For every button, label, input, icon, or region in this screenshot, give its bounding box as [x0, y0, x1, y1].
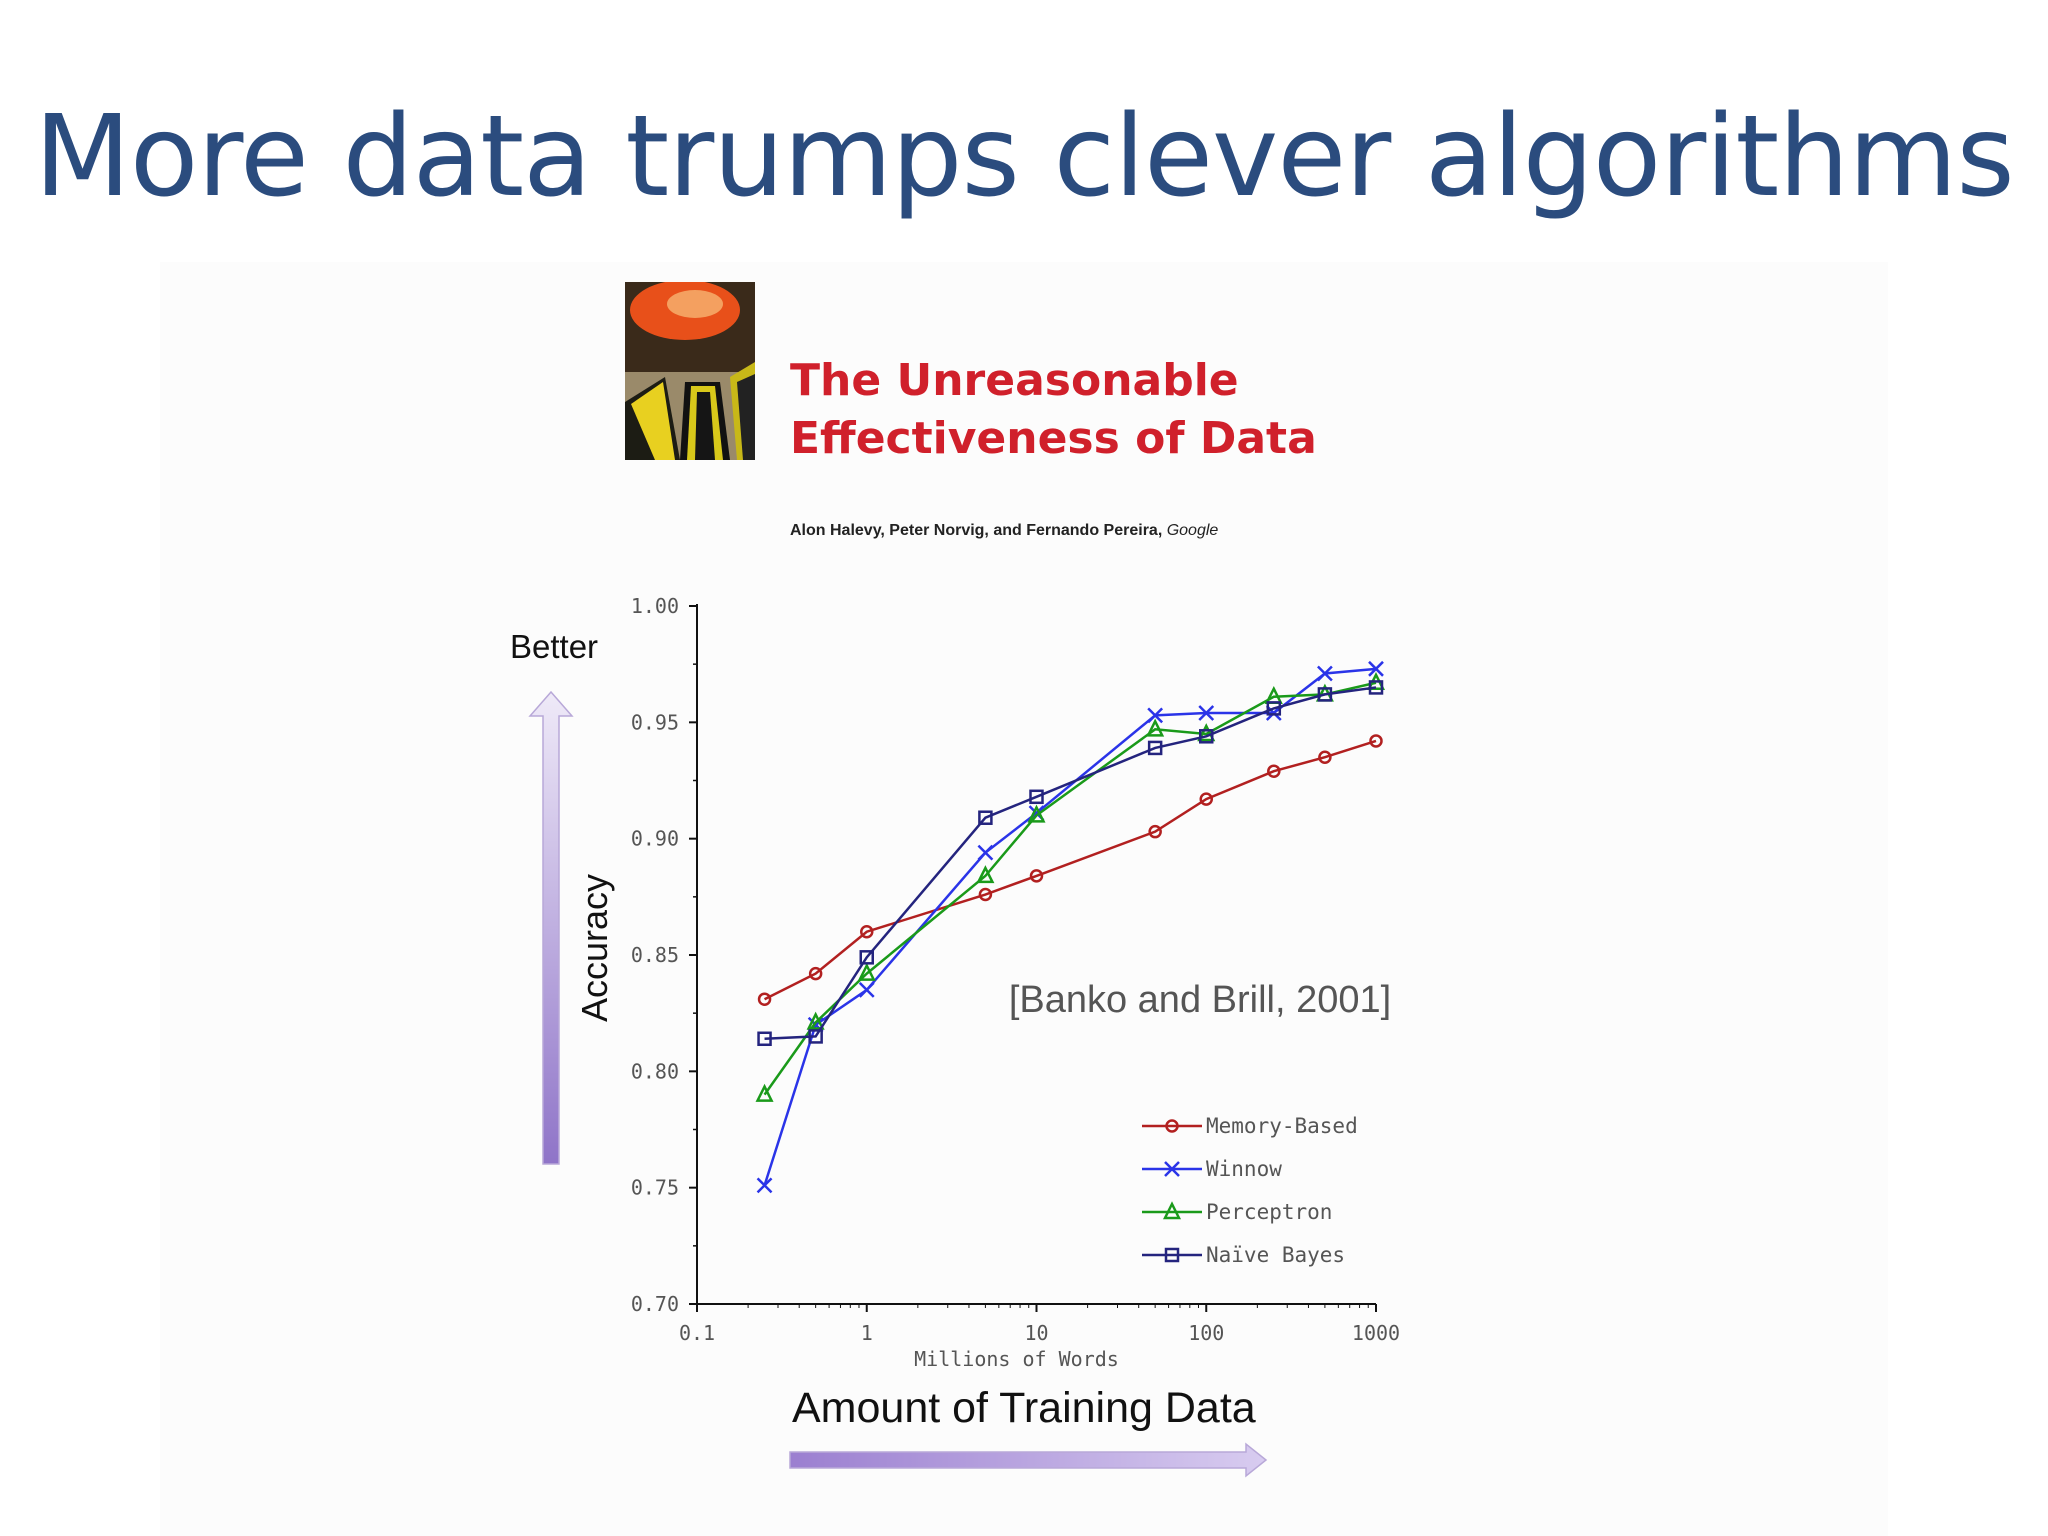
data-point [1147, 707, 1164, 724]
data-point [1165, 1119, 1179, 1133]
legend-entry: Naïve Bayes [1142, 1243, 1345, 1267]
legend-entry: Memory-Based [1142, 1114, 1358, 1138]
data-point [1199, 729, 1214, 744]
legend-label: Winnow [1206, 1157, 1282, 1181]
up-arrow-icon [528, 690, 574, 1165]
training-data-label: Amount of Training Data [792, 1384, 1256, 1432]
data-point [1318, 750, 1332, 764]
series-line [764, 686, 1377, 1041]
data-point [1147, 740, 1163, 756]
better-label: Better [510, 628, 599, 665]
data-point [859, 950, 874, 965]
data-point [1266, 701, 1282, 716]
x-tick-label: 1 [861, 1321, 873, 1345]
data-point [757, 992, 772, 1006]
data-point [755, 1083, 774, 1102]
data-point [1317, 665, 1333, 682]
data-point [806, 1011, 825, 1030]
author-names: Alon Halevy, Peter Norvig, and Fernando … [790, 522, 1167, 539]
data-point [860, 924, 874, 939]
data-point [1148, 824, 1162, 839]
data-point [1317, 687, 1333, 702]
series-line [763, 667, 1377, 1186]
y-tick-label: 0.75 [631, 1176, 679, 1200]
content-panel [160, 262, 1888, 1536]
y-tick-label: 1.00 [631, 594, 679, 618]
data-point [1029, 869, 1044, 883]
y-tick-label: 0.95 [631, 710, 679, 734]
legend-entry: Winnow [1142, 1157, 1282, 1181]
data-point [1368, 680, 1384, 695]
series-winnow [756, 660, 1384, 1194]
y-tick-label: 0.70 [631, 1292, 679, 1316]
data-point [977, 844, 994, 861]
data-point [1199, 792, 1213, 806]
data-point [857, 962, 876, 981]
paper-authors: Alon Halevy, Peter Norvig, and Fernando … [790, 522, 1218, 540]
data-point [808, 966, 823, 981]
legend-label: Naïve Bayes [1206, 1243, 1345, 1267]
data-point [1197, 723, 1216, 742]
legend-label: Memory-Based [1206, 1114, 1358, 1138]
data-point [1267, 764, 1281, 778]
x-tick-label: 1000 [1352, 1321, 1400, 1345]
data-point [1198, 705, 1215, 721]
data-point [1368, 660, 1384, 677]
author-organization: Google [1166, 522, 1219, 539]
data-point [978, 887, 993, 902]
legend-label: Perceptron [1206, 1200, 1332, 1224]
data-point [1027, 804, 1046, 823]
y-tick-label: 0.80 [631, 1059, 679, 1083]
x-axis-label: Millions of Words [914, 1347, 1119, 1371]
paper-title: The Unreasonable Effectiveness of Data [790, 352, 1317, 468]
journal-cover-image [625, 282, 755, 460]
data-point [756, 1177, 773, 1194]
paper-title-line-2: Effectiveness of Data [790, 413, 1317, 464]
data-point [1164, 1161, 1180, 1177]
citation-label: [Banko and Brill, 2001] [1009, 979, 1391, 1021]
data-point [976, 865, 995, 884]
legend-entry: Perceptron [1142, 1200, 1332, 1224]
series-line [763, 739, 1377, 1001]
y-tick-label: 0.90 [631, 827, 679, 851]
data-point [858, 982, 875, 998]
series-line [763, 681, 1377, 1096]
series-na-ve-bayes [757, 680, 1384, 1047]
data-point [1369, 734, 1383, 748]
data-point [1162, 1201, 1182, 1220]
y-axis-label: Accuracy [574, 874, 615, 1022]
data-point [1146, 718, 1165, 737]
data-point [808, 1029, 823, 1044]
series-memory-based [757, 734, 1383, 1006]
right-arrow-icon [789, 1442, 1268, 1478]
x-tick-label: 10 [1024, 1321, 1048, 1345]
x-tick-label: 0.1 [679, 1321, 715, 1345]
series-perceptron [755, 671, 1386, 1102]
paper-title-line-1: The Unreasonable [790, 355, 1239, 406]
slide-title: More data trumps clever algorithms [34, 92, 2015, 222]
data-point [978, 810, 993, 825]
data-point [1029, 789, 1044, 805]
x-tick-label: 100 [1188, 1321, 1224, 1345]
data-point [1164, 1247, 1180, 1263]
y-tick-label: 0.85 [631, 943, 679, 967]
data-point [757, 1031, 772, 1047]
